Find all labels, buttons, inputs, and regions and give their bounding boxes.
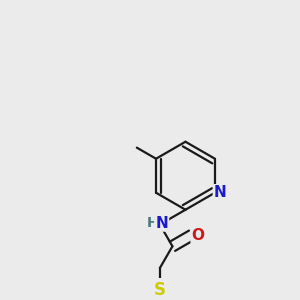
- Text: N: N: [214, 185, 226, 200]
- Text: H: H: [147, 216, 158, 230]
- Text: N: N: [155, 215, 168, 230]
- Text: S: S: [154, 281, 166, 299]
- Text: O: O: [192, 228, 205, 243]
